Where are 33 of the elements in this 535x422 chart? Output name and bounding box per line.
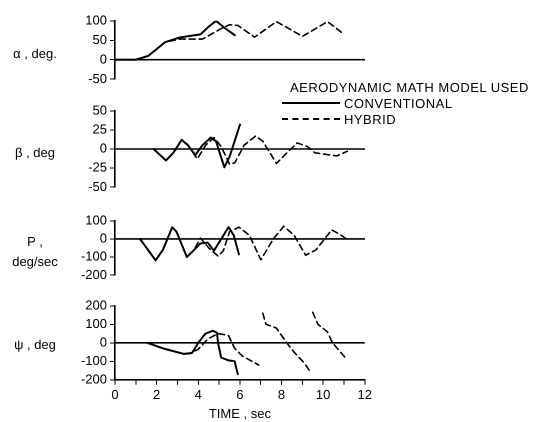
y-tick-label: -50: [88, 70, 107, 86]
y-tick-label: 50: [92, 32, 107, 47]
x-axis-title: TIME , sec: [208, 406, 272, 421]
y-tick-label: 100: [85, 212, 107, 228]
y-tick-label: 50: [92, 102, 107, 118]
x-tick-label: 0: [111, 387, 119, 402]
y-tick-label: -100: [80, 352, 107, 368]
y-axis-title: β , deg: [14, 144, 56, 162]
y-tick-label: 100: [85, 12, 107, 28]
y-tick-label: -25: [88, 160, 107, 175]
x-tick-label: 8: [278, 387, 286, 402]
y-tick-label: 0: [100, 140, 107, 156]
y-tick-label: 25: [92, 121, 107, 136]
y-tick-label: 200: [85, 297, 107, 312]
y-tick-label: -100: [80, 248, 107, 264]
y-axis-title: α , deg.: [12, 45, 58, 63]
y-tick-label: 100: [85, 316, 107, 331]
x-tick-label: 10: [316, 387, 330, 402]
y-tick-label: 0: [100, 230, 107, 246]
legend-label: CONVENTIONAL: [344, 96, 453, 110]
y-axis-title: P , deg/sec: [11, 233, 59, 271]
legend-title: AERODYNAMIC MATH MODEL USED: [290, 80, 529, 95]
x-tick-label: 2: [153, 387, 160, 402]
x-tick-label: 6: [236, 387, 244, 402]
x-tick-label: 12: [358, 387, 372, 402]
y-tick-label: 0: [100, 51, 107, 66]
y-tick-label: -50: [88, 178, 107, 194]
y-tick-label: 0: [100, 334, 107, 350]
y-tick-label: -200: [80, 266, 107, 282]
y-tick-label: -200: [80, 371, 107, 386]
x-tick-label: 4: [194, 387, 202, 402]
legend-label: HYBRID: [344, 112, 396, 126]
y-axis-title: ψ , deg: [13, 336, 57, 354]
